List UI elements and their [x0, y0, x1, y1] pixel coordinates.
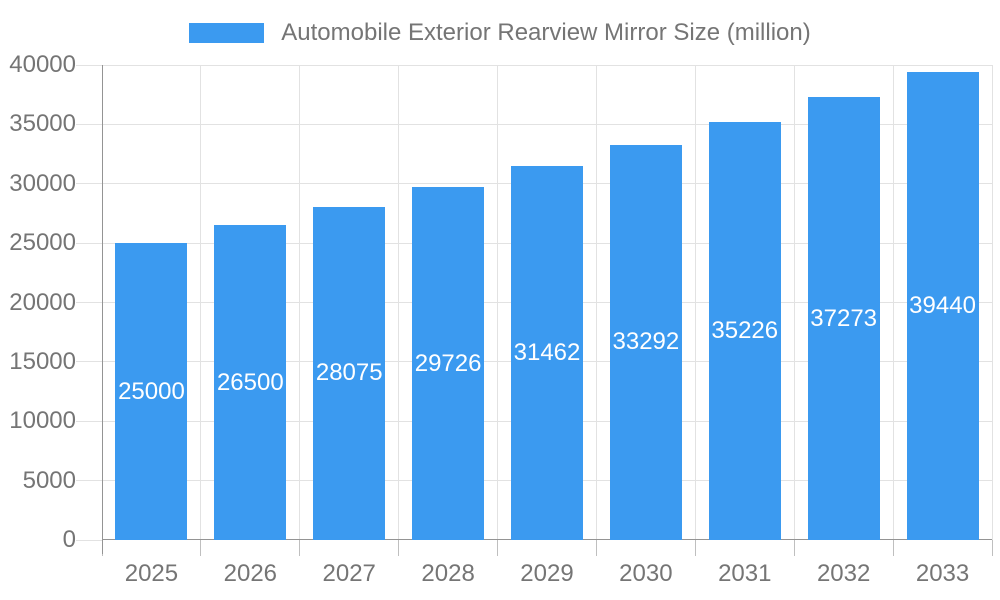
plot-area: 25000 26500 28075 29726 31462 33292 35226 37273… — [76, 64, 993, 556]
x-tick-label: 2027 — [322, 560, 376, 587]
legend-swatch — [189, 23, 265, 43]
y-tick-label: 20000 — [9, 288, 76, 316]
bar-value-label: 28075 — [315, 359, 383, 387]
x-tick-label: 2029 — [520, 560, 574, 587]
bar-value-label: 31462 — [513, 339, 581, 367]
y-tick-label: 5000 — [22, 466, 76, 494]
bar[interactable]: 25000 — [115, 243, 188, 540]
x-gridline — [497, 65, 499, 540]
x-gridline — [793, 65, 795, 540]
y-tick-label: 10000 — [9, 407, 76, 435]
bar[interactable]: 39440 — [906, 71, 979, 540]
x-axis-tick — [398, 540, 400, 556]
bar[interactable]: 35226 — [708, 121, 781, 540]
legend-label: Automobile Exterior Rearview Mirror Size… — [281, 19, 811, 46]
x-gridline — [398, 65, 400, 540]
bar-value-label: 29726 — [414, 349, 482, 377]
x-tick-label: 2031 — [718, 560, 772, 587]
y-gridline — [76, 64, 992, 66]
x-gridline — [892, 65, 894, 540]
x-axis-tick — [299, 540, 301, 556]
x-gridline — [694, 65, 696, 540]
x-gridline — [595, 65, 597, 540]
bar-value-label: 37273 — [810, 304, 878, 332]
x-tick-label: 2033 — [915, 560, 970, 587]
x-tick-label: 2032 — [816, 560, 871, 587]
bar[interactable]: 33292 — [609, 144, 682, 540]
x-axis-tick — [991, 540, 993, 556]
x-axis-tick — [694, 540, 696, 556]
x-tick-label: 2028 — [421, 560, 475, 587]
x-axis-tick — [793, 540, 795, 556]
x-axis-tick — [892, 540, 894, 556]
x-axis-tick — [200, 540, 202, 556]
bar[interactable]: 28075 — [313, 206, 386, 540]
y-axis-line — [102, 65, 103, 554]
y-tick-label: 40000 — [9, 51, 76, 78]
x-tick-label: 2025 — [124, 560, 179, 587]
x-gridline — [299, 65, 301, 540]
bar-value-label: 39440 — [909, 291, 976, 319]
y-tick-label: 0 — [62, 526, 76, 553]
x-axis-tick — [595, 540, 597, 556]
bar-value-label: 26500 — [216, 368, 284, 396]
bar[interactable]: 37273 — [807, 97, 880, 540]
y-tick-label: 15000 — [9, 347, 76, 375]
y-tick — [76, 539, 102, 541]
y-gridline — [76, 123, 992, 125]
bar-value-label: 33292 — [612, 328, 680, 356]
y-tick-label: 25000 — [9, 229, 76, 257]
y-tick-label: 35000 — [9, 110, 76, 138]
y-tick-label: 30000 — [9, 169, 76, 197]
bar-value-label: 25000 — [118, 377, 185, 405]
x-axis-tick — [497, 540, 499, 556]
x-tick-label: 2026 — [223, 560, 278, 587]
x-tick-label: 2030 — [619, 560, 673, 587]
bar[interactable]: 26500 — [214, 225, 287, 540]
chart-legend[interactable]: Automobile Exterior Rearview Mirror Size… — [0, 19, 1000, 47]
x-gridline — [991, 65, 993, 540]
bar[interactable]: 31462 — [511, 166, 583, 540]
bar-value-label: 35226 — [711, 316, 779, 344]
x-gridline — [200, 65, 202, 540]
bar[interactable]: 29726 — [412, 187, 485, 540]
